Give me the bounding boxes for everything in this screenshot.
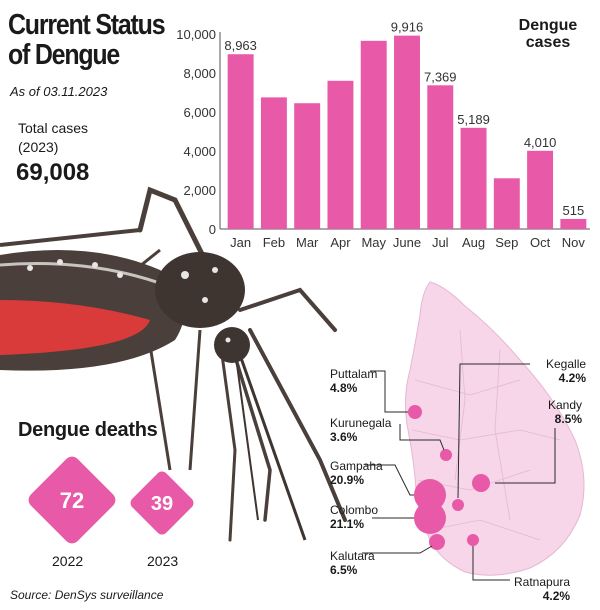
mosquito-illustration bbox=[0, 186, 347, 542]
bubble-kalutara bbox=[429, 534, 445, 550]
total-cases-value: 69,008 bbox=[16, 159, 90, 186]
bubble-colombo bbox=[414, 502, 446, 534]
bar-june bbox=[394, 35, 420, 229]
y-tick-label: 2,000 bbox=[183, 183, 216, 198]
deaths-2022-diamond bbox=[28, 456, 116, 544]
x-tick-label: Sep bbox=[495, 235, 518, 250]
data-label: 7,369 bbox=[424, 69, 457, 84]
x-tick-label: June bbox=[393, 235, 421, 250]
deaths-2023-diamond bbox=[130, 471, 194, 535]
bubble-kegalle bbox=[452, 499, 464, 511]
source-note: Source: DenSys surveillance bbox=[10, 588, 164, 602]
district-bubbles bbox=[362, 363, 556, 581]
y-tick-label: 10,000 bbox=[176, 27, 216, 42]
deaths-2023-value: 39 bbox=[151, 493, 173, 515]
y-tick-label: 0 bbox=[209, 222, 216, 237]
x-tick-label: Jul bbox=[432, 235, 449, 250]
title-line-2: of Dengue bbox=[8, 39, 120, 71]
district-label-ratnapura: Ratnapura 4.2% bbox=[514, 575, 571, 603]
page-title: Current Status of Dengue bbox=[8, 9, 166, 71]
bubble-ratnapura bbox=[467, 534, 479, 546]
district-label-kurunegala: Kurunegala 3.6% bbox=[330, 416, 392, 444]
x-tick-label: Aug bbox=[462, 235, 485, 250]
y-tick-label: 6,000 bbox=[183, 105, 216, 120]
x-tick-labels: Jan Feb Mar Apr May June Jul Aug Sep Oct Nov bbox=[230, 235, 585, 250]
deaths-diamonds: 72 39 bbox=[28, 456, 194, 544]
x-tick-label: Feb bbox=[263, 235, 285, 250]
bar-nov bbox=[560, 218, 587, 229]
bubble-gampaha bbox=[414, 479, 446, 511]
bar-feb bbox=[260, 97, 287, 229]
district-label-gampaha: Gampaha 20.9% bbox=[330, 459, 383, 487]
bubble-kandy bbox=[472, 474, 490, 492]
bar-oct bbox=[527, 150, 554, 229]
y-tick-labels: 0 2,000 4,000 6,000 8,000 10,000 bbox=[176, 27, 216, 237]
district-label-kandy: Kandy 8.5% bbox=[548, 398, 583, 426]
district-label-kegalle: Kegalle 4.2% bbox=[546, 357, 587, 385]
sri-lanka-map bbox=[404, 281, 585, 576]
data-label: 5,189 bbox=[457, 112, 490, 127]
data-label: 4,010 bbox=[524, 135, 557, 150]
x-tick-label: Nov bbox=[562, 235, 586, 250]
x-tick-label: May bbox=[361, 235, 386, 250]
bar-jul bbox=[427, 85, 454, 229]
bubble-kurunegala bbox=[440, 449, 452, 461]
bar-apr bbox=[327, 80, 354, 229]
chart-title-text: Dengue cases bbox=[518, 17, 578, 51]
x-tick-label: Oct bbox=[530, 235, 551, 250]
as-of-date: As of 03.11.2023 bbox=[10, 84, 108, 99]
data-label: 8,963 bbox=[224, 38, 257, 53]
district-label-puttalam: Puttalam 4.8% bbox=[330, 367, 378, 395]
bar-may bbox=[360, 40, 387, 230]
bubble-puttalam bbox=[408, 405, 422, 419]
bars bbox=[227, 35, 587, 230]
x-tick-label: Jan bbox=[230, 235, 251, 250]
district-label-kalutara: Kalutara 6.5% bbox=[330, 549, 375, 577]
deaths-2022-year: 2022 bbox=[52, 553, 84, 569]
bar-chart: 0 2,000 4,000 6,000 8,000 10,000 Jan Feb Mar Apr… bbox=[176, 20, 590, 250]
bar-sep bbox=[493, 178, 520, 229]
x-tick-label: Mar bbox=[296, 235, 319, 250]
deaths-title: Dengue deaths bbox=[18, 419, 158, 441]
data-labels: 8,963 9,916 7,369 5,189 4,010 515 bbox=[224, 20, 584, 218]
bar-aug bbox=[460, 127, 487, 229]
data-label: 9,916 bbox=[391, 20, 424, 35]
district-label-colombo: Colombo 21.1% bbox=[330, 503, 379, 531]
y-tick-label: 4,000 bbox=[183, 144, 216, 159]
x-tick-label: Apr bbox=[330, 235, 351, 250]
deaths-2022-value: 72 bbox=[60, 488, 84, 513]
bar-mar bbox=[294, 103, 321, 229]
bar-jan bbox=[227, 54, 254, 230]
y-tick-label: 8,000 bbox=[183, 66, 216, 81]
deaths-2023-year: 2023 bbox=[147, 553, 179, 569]
chart-title: Dengue cases bbox=[508, 17, 588, 51]
data-label: 515 bbox=[563, 203, 585, 218]
title-line-1: Current Status bbox=[8, 9, 166, 41]
total-cases-label: Total cases (2023) bbox=[18, 120, 89, 155]
